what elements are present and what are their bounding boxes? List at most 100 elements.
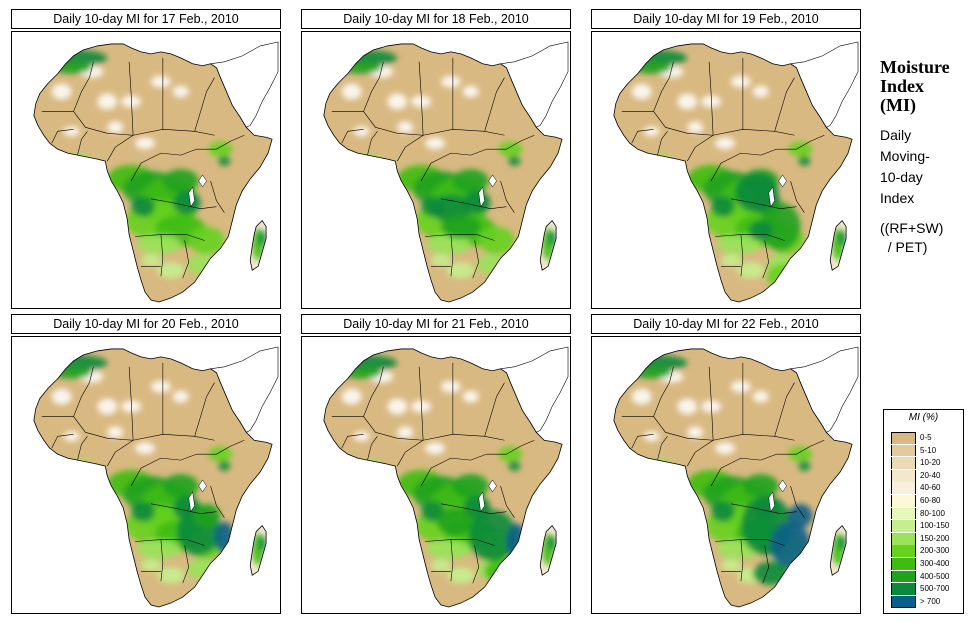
dry-area [677,93,698,110]
moisture-area [47,461,76,475]
dry-area [107,426,124,439]
mi-map-panel: Daily 10-day MI for 21 Feb., 2010 [301,314,571,614]
moisture-area [258,535,267,552]
madagascar-coastline [249,219,267,271]
moisture-area [717,234,761,255]
country-border [631,434,654,449]
country-border [51,129,74,144]
country-border [708,366,714,441]
legend-entry: 40-60 [891,482,963,495]
country-border [51,434,74,449]
moisture-area [508,461,521,472]
lake [768,491,775,513]
legend-label: 500-700 [920,584,950,594]
moisture-area [774,587,799,604]
dry-area [135,442,155,455]
country-border [196,134,245,150]
dry-area [631,388,652,405]
moisture-area [478,226,515,255]
country-border [182,240,189,279]
country-border [363,61,384,112]
moisture-area [33,153,58,166]
dry-area [150,75,171,88]
moisture-area [431,254,451,267]
country-border [774,382,795,437]
madagascar-coastline [829,524,847,576]
legend-entry: 300-400 [891,558,963,570]
country-borders [621,57,825,279]
moisture-area [748,220,773,241]
country-border [341,129,364,144]
side-desc-line: 10-day [880,169,923,185]
lake [488,479,497,493]
moisture-area [752,561,789,586]
country-border [790,180,805,213]
dry-area [397,121,414,134]
lake [768,186,775,208]
africa-map-svg [323,41,569,303]
moisture-area [156,262,185,279]
moisture-area [47,156,76,170]
legend-swatch [891,444,916,457]
country-border [631,129,654,144]
legend-label: 100-150 [920,521,950,531]
legend-label: 80-100 [920,508,945,518]
lake [778,479,787,493]
country-border [657,131,668,156]
dry-area [63,431,80,442]
country-border [41,111,215,136]
africa-coastline [323,348,563,608]
moisture-area [548,230,557,247]
moisture-area [218,461,231,472]
country-border [210,180,225,213]
country-border [77,131,88,156]
dry-area [730,380,751,393]
mi-map-panel: Daily 10-day MI for 20 Feb., 2010 [11,314,281,614]
moisture-area [427,234,471,255]
moisture-area [798,156,811,167]
country-border [500,485,515,518]
legend-label: 0-5 [920,433,932,442]
moisture-area [51,61,92,74]
country-border [776,134,825,150]
country-border [657,436,668,461]
country-border [621,416,795,441]
country-border [440,198,507,210]
moisture-area [508,156,521,167]
country-border [710,148,777,182]
lake [488,174,497,188]
moisture-area [137,539,181,560]
dry-area [643,126,660,137]
country-border [182,545,189,584]
moisture-area [208,446,233,463]
country-border [425,234,495,241]
country-border [73,366,94,417]
dry-area [411,400,432,413]
moisture-area [788,503,813,528]
side-title-line: Moisture [880,57,950,77]
country-border [128,61,134,136]
dry-area [701,95,722,108]
country-border [715,234,785,241]
legend-swatch [891,583,916,596]
legend-swatch [891,545,916,558]
panel-title: Daily 10-day MI for 19 Feb., 2010 [591,9,861,29]
country-border [331,416,505,441]
moisture-area [214,521,235,554]
moisture-area [627,156,656,170]
madagascar-coastline [249,524,267,576]
country-border [762,545,769,584]
country-borders [41,362,245,584]
legend-entry: 60-80 [891,495,963,507]
side-formula-line: ((RF+SW) [880,220,944,236]
moisture-area [33,458,58,471]
legend-swatch [891,457,916,470]
country-border [776,439,825,455]
africa-coastline [33,348,273,608]
moisture-area [788,446,813,463]
country-border [420,148,487,182]
legend-entry: 20-40 [891,469,963,482]
country-border [150,198,217,210]
country-border [425,539,495,546]
dry-area [341,388,362,405]
